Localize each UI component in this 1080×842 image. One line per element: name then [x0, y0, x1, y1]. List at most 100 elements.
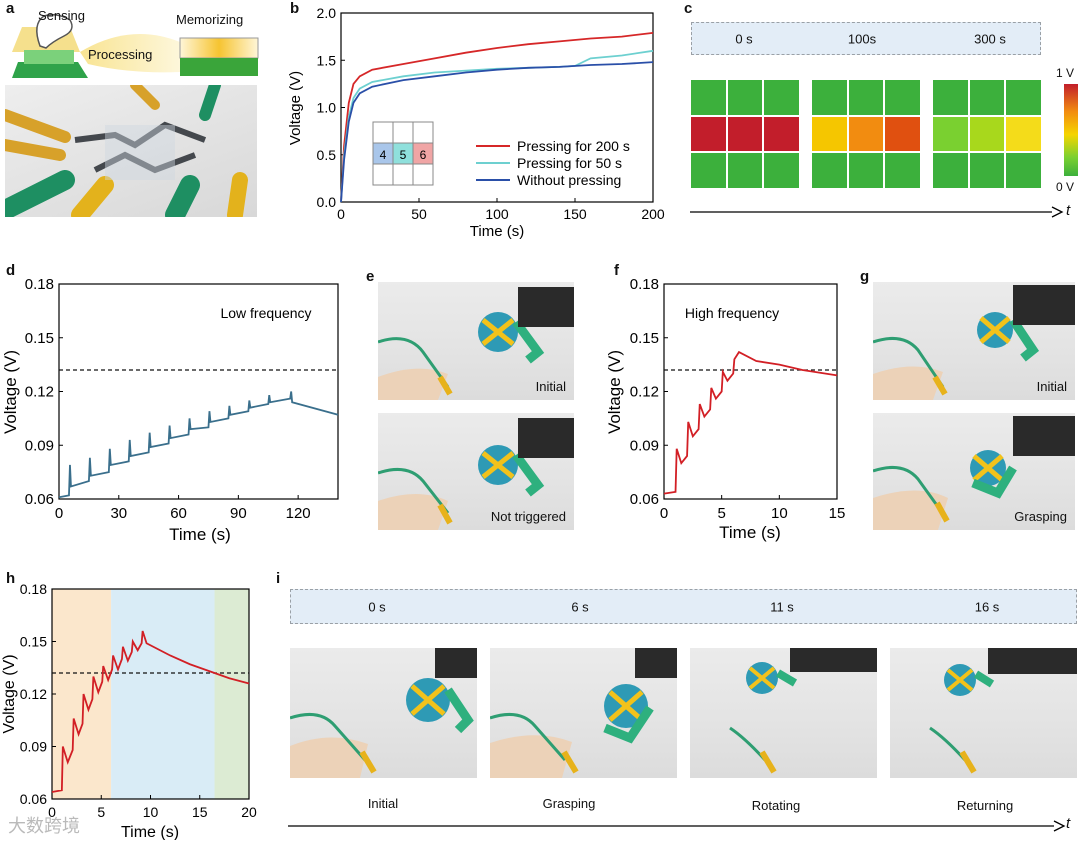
g-caption-grasping: Grasping — [1014, 509, 1067, 524]
processing-label: Processing — [88, 47, 153, 62]
d-ytick-label: 0.06 — [25, 491, 54, 508]
colorbar-max-label: 1 V — [1056, 66, 1075, 80]
inset-cell-4: 4 — [380, 148, 387, 162]
heatmap-cell — [968, 115, 1005, 152]
b-xtick-label: 200 — [641, 206, 665, 222]
d-series-line-0 — [58, 391, 339, 499]
b-legend-label: Without pressing — [517, 172, 621, 188]
d-ytick-label: 0.15 — [25, 330, 54, 347]
h-phase-region — [214, 589, 249, 799]
sensing-processing-schematic — [12, 13, 259, 78]
heatmap-cell — [726, 79, 763, 116]
f-ytick-label: 0.12 — [630, 384, 659, 401]
i-caption-returning: Returning — [956, 798, 1014, 813]
chart-b-inset-grid: 4 5 6 — [372, 121, 434, 186]
heatmap-cell — [968, 152, 1005, 189]
i-photo-returning — [890, 648, 1077, 778]
e-caption-not-triggered: Not triggered — [490, 509, 566, 524]
i-time-1: 6 s — [571, 599, 589, 614]
i-photo-grasping — [490, 648, 677, 778]
b-legend-label: Pressing for 50 s — [517, 155, 622, 171]
d-ytick-label: 0.09 — [25, 437, 54, 454]
c-time-0: 0 s — [735, 31, 753, 46]
i-time-0: 0 s — [368, 599, 386, 614]
f-ytick-label: 0.18 — [630, 276, 659, 293]
d-xtick-label: 90 — [230, 505, 247, 522]
inset-cell-5: 5 — [400, 148, 407, 162]
e-caption-initial: Initial — [535, 379, 566, 394]
b-ytick-label: 2.0 — [317, 5, 337, 21]
f-xtick-label: 10 — [771, 505, 788, 522]
h-ytick-label: 0.18 — [20, 581, 47, 597]
c-axis-t: t — [1066, 202, 1071, 219]
h-ytick-label: 0.09 — [20, 739, 47, 755]
watermark: 大数跨境 — [8, 816, 80, 836]
b-xtick-label: 50 — [411, 206, 427, 222]
f-xtick-label: 15 — [829, 505, 846, 522]
panel-label-a: a — [6, 0, 15, 17]
panel-label-b: b — [290, 0, 300, 17]
i-photo-rotating — [690, 648, 877, 778]
h-xtick-label: 15 — [192, 804, 208, 820]
h-ytick-label: 0.06 — [20, 791, 47, 807]
d-xtick-label: 120 — [286, 505, 311, 522]
h-ytick-label: 0.12 — [20, 686, 47, 702]
h-xtick-label: 0 — [48, 804, 56, 820]
inset-cell-6: 6 — [420, 148, 427, 162]
h-xtick-label: 10 — [143, 804, 159, 820]
i-time-2: 11 s — [770, 599, 794, 614]
heatmap-cell — [884, 79, 921, 116]
i-caption-initial: Initial — [367, 796, 399, 811]
g-photo-grasping: Grasping — [873, 413, 1075, 530]
f-ytick-label: 0.09 — [630, 437, 659, 454]
f-series-line-0 — [663, 350, 838, 495]
h-phase-region — [52, 589, 112, 799]
chart-f-ylabel: Voltage (V) — [605, 350, 624, 434]
heatmap-cell — [811, 152, 848, 189]
heatmap-cell — [726, 152, 763, 189]
heatmap-cell — [1005, 152, 1042, 189]
device-photo — [5, 85, 257, 217]
panel-label-f: f — [614, 262, 619, 279]
b-legend-label: Pressing for 200 s — [517, 138, 630, 154]
heatmap-cell — [763, 79, 800, 116]
chart-f: 0 5 10 15 0.06 0.09 0.12 0.15 0.18 High frequenc… — [605, 276, 846, 542]
f-ytick-label: 0.06 — [630, 491, 659, 508]
h-xtick-label: 20 — [241, 804, 257, 820]
h-phase-region — [111, 589, 215, 799]
panel-c-time-banner: 0 s 100s 300 s — [691, 22, 1041, 55]
electrode-clips-photo — [5, 85, 248, 217]
b-series-line-0 — [340, 31, 654, 203]
heatmap-cell — [1005, 79, 1042, 116]
c-time-arrow — [690, 206, 1064, 218]
panel-label-e: e — [366, 268, 375, 285]
g-photo-initial: Initial — [873, 282, 1075, 400]
colorbar-min-label: 0 V — [1056, 180, 1075, 194]
d-xtick-label: 60 — [170, 505, 187, 522]
heatmap-cell — [690, 115, 727, 152]
chart-b-ylabel: Voltage (V) — [287, 71, 304, 145]
d-ytick-label: 0.18 — [25, 276, 54, 293]
b-series-line-2 — [340, 61, 654, 203]
e-photo-not-triggered: Not triggered — [378, 413, 574, 530]
i-caption-grasping: Grasping — [542, 796, 596, 811]
heatmap-cell — [726, 115, 763, 152]
i-photo-initial — [290, 648, 477, 778]
heatmap-cell — [811, 79, 848, 116]
b-ytick-label: 1.0 — [317, 100, 337, 116]
h-xtick-label: 5 — [97, 804, 105, 820]
panel-label-c: c — [684, 0, 693, 17]
chart-f-annotation: High frequency — [685, 305, 779, 321]
chart-h: 0 5 10 15 20 0.06 0.09 0.12 0.15 0.18 Time (s) Vo… — [1, 581, 257, 840]
heatmap-cell — [932, 152, 969, 189]
g-caption-initial: Initial — [1036, 379, 1067, 394]
panel-label-i: i — [276, 570, 281, 587]
chart-d-xlabel: Time (s) — [169, 525, 231, 544]
f-ytick-label: 0.15 — [630, 330, 659, 347]
heatmap-cell — [690, 152, 727, 189]
chart-d-ylabel: Voltage (V) — [1, 350, 20, 434]
heatmap-cell — [932, 115, 969, 152]
heatmap-cell — [847, 152, 884, 189]
c-time-2: 300 s — [974, 31, 1006, 46]
